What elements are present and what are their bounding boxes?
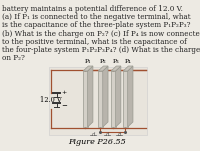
Polygon shape [98,66,108,71]
Polygon shape [128,66,133,127]
Text: battery maintains a potential difference of 12.0 V.: battery maintains a potential difference… [2,5,182,13]
Text: Figure P26.55: Figure P26.55 [68,138,126,146]
Bar [49,67,147,135]
Text: d: d [105,132,108,138]
Text: P₁: P₁ [85,59,91,64]
Polygon shape [116,66,121,127]
Polygon shape [123,66,133,71]
Text: P₄: P₄ [125,59,131,64]
Polygon shape [123,71,128,127]
Text: P₃: P₃ [113,59,119,64]
Polygon shape [83,66,93,71]
Text: d: d [118,132,121,138]
Polygon shape [103,66,108,127]
Polygon shape [111,71,116,127]
Text: (b) What is the charge on P₂? (c) If P₄ is now connected: (b) What is the charge on P₂? (c) If P₄ … [2,30,200,38]
Polygon shape [88,66,93,127]
Text: is the capacitance of the three-plate system P₁P₂P₃?: is the capacitance of the three-plate sy… [2,21,190,29]
Text: 12.0 V: 12.0 V [40,96,62,104]
Text: the four-plate system P₁P₂P₃P₄? (d) What is the charge: the four-plate system P₁P₂P₃P₄? (d) What… [2,46,200,54]
Text: −: − [61,103,67,109]
Polygon shape [111,66,121,71]
Text: d: d [91,132,94,138]
Text: P₂: P₂ [100,59,106,64]
Text: (a) If P₁ is connected to the negative terminal, what: (a) If P₁ is connected to the negative t… [2,13,190,21]
Text: +: + [61,90,66,95]
Polygon shape [83,71,88,127]
Polygon shape [98,71,103,127]
Text: to the positive terminal, what is the capacitance of: to the positive terminal, what is the ca… [2,38,186,46]
Text: on P₂?: on P₂? [2,54,24,62]
